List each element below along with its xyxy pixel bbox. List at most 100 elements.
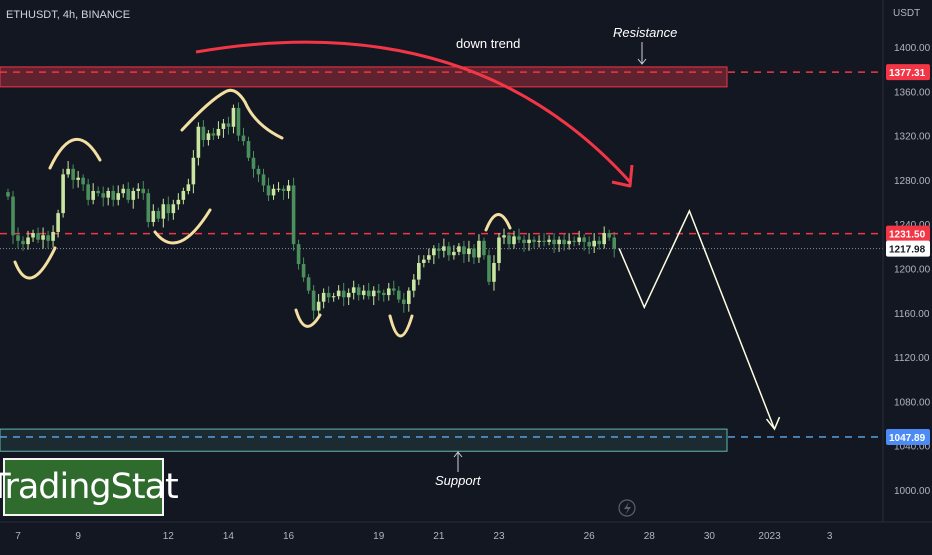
candle-body[interactable]	[166, 204, 171, 214]
candle-body[interactable]	[376, 290, 381, 293]
candle-body[interactable]	[321, 292, 326, 302]
candle-body[interactable]	[437, 248, 441, 251]
candle-body[interactable]	[41, 235, 45, 240]
candle-body[interactable]	[171, 204, 176, 214]
candle-body[interactable]	[326, 292, 331, 298]
lightning-icon[interactable]	[618, 499, 636, 517]
candle-body[interactable]	[547, 239, 551, 242]
candle-body[interactable]	[331, 296, 336, 298]
candle-body[interactable]	[427, 255, 431, 260]
candle-body[interactable]	[306, 277, 311, 291]
candle-body[interactable]	[467, 248, 471, 255]
candle-body[interactable]	[266, 185, 271, 196]
candle-body[interactable]	[256, 168, 261, 175]
candle-body[interactable]	[351, 287, 356, 293]
candle-body[interactable]	[371, 290, 376, 297]
candle-body[interactable]	[91, 190, 95, 200]
downtrend-arrow[interactable]	[195, 40, 632, 184]
candle-body[interactable]	[186, 184, 191, 191]
candle-body[interactable]	[452, 251, 456, 256]
candle-body[interactable]	[311, 290, 316, 311]
candle-body[interactable]	[532, 239, 536, 242]
candle-body[interactable]	[216, 128, 221, 136]
candle-body[interactable]	[442, 246, 446, 251]
candle-body[interactable]	[21, 240, 25, 245]
candle-body[interactable]	[111, 190, 116, 200]
candle-body[interactable]	[126, 188, 131, 200]
candle-body[interactable]	[381, 292, 386, 296]
candle-body[interactable]	[271, 188, 276, 196]
candle-body[interactable]	[346, 292, 351, 298]
projection-path[interactable]	[618, 208, 776, 430]
candle-body[interactable]	[497, 237, 501, 263]
candle-body[interactable]	[567, 240, 571, 245]
candle-body[interactable]	[507, 235, 511, 245]
candle-body[interactable]	[512, 236, 516, 245]
candle-body[interactable]	[391, 288, 396, 291]
candle-body[interactable]	[56, 213, 60, 232]
candle-body[interactable]	[336, 290, 341, 297]
candle-body[interactable]	[176, 199, 181, 205]
candle-body[interactable]	[462, 246, 466, 255]
candle-body[interactable]	[236, 107, 241, 136]
candle-body[interactable]	[562, 239, 566, 245]
candle-body[interactable]	[101, 193, 105, 198]
candle-body[interactable]	[191, 157, 196, 185]
support-price-tag[interactable]: 1047.89	[889, 433, 926, 444]
candle-body[interactable]	[572, 240, 576, 242]
candle-body[interactable]	[71, 168, 75, 180]
resistance-zone[interactable]	[0, 66, 728, 88]
candle-body[interactable]	[201, 126, 206, 141]
candle-body[interactable]	[211, 133, 216, 136]
candle-body[interactable]	[116, 193, 121, 200]
candle-body[interactable]	[81, 177, 85, 185]
candle-body[interactable]	[361, 290, 366, 296]
candle-body[interactable]	[161, 204, 166, 219]
candle-body[interactable]	[86, 184, 90, 200]
candle-body[interactable]	[281, 188, 286, 191]
candle-body[interactable]	[226, 123, 231, 127]
candle-body[interactable]	[16, 235, 20, 241]
resistance-price-tag[interactable]: 1377.31	[889, 68, 926, 79]
candle-body[interactable]	[602, 233, 606, 245]
candle-body[interactable]	[356, 287, 361, 296]
candle-body[interactable]	[51, 231, 55, 241]
candle-body[interactable]	[527, 239, 531, 244]
candle-body[interactable]	[482, 240, 486, 256]
candle-body[interactable]	[366, 290, 371, 297]
candle-body[interactable]	[542, 240, 546, 242]
candle-body[interactable]	[607, 233, 611, 238]
candle-body[interactable]	[291, 185, 296, 245]
candle-body[interactable]	[296, 244, 301, 265]
candle-body[interactable]	[457, 246, 461, 252]
candle-body[interactable]	[401, 299, 406, 304]
candle-body[interactable]	[341, 290, 346, 298]
candle-body[interactable]	[6, 192, 10, 197]
candle-body[interactable]	[11, 196, 15, 236]
candle-body[interactable]	[231, 107, 236, 127]
candle-body[interactable]	[557, 239, 561, 245]
last-price-tag[interactable]: 1217.98	[889, 245, 926, 256]
candle-body[interactable]	[276, 188, 281, 190]
candle-body[interactable]	[537, 240, 541, 242]
candle-body[interactable]	[517, 236, 521, 240]
candle-body[interactable]	[286, 185, 291, 191]
candle-body[interactable]	[181, 190, 186, 200]
candle-body[interactable]	[412, 279, 416, 291]
candle-body[interactable]	[36, 233, 40, 240]
candle-body[interactable]	[472, 248, 476, 258]
candle-body[interactable]	[106, 190, 110, 198]
candle-body[interactable]	[502, 235, 506, 238]
candle-body[interactable]	[522, 239, 526, 244]
candle-body[interactable]	[196, 126, 201, 158]
candle-body[interactable]	[241, 135, 246, 142]
candle-body[interactable]	[582, 237, 586, 242]
candle-body[interactable]	[422, 259, 426, 263]
candle-body[interactable]	[136, 188, 141, 191]
candle-body[interactable]	[432, 248, 436, 256]
candle-body[interactable]	[301, 264, 306, 278]
candle-body[interactable]	[261, 174, 266, 186]
candle-body[interactable]	[447, 246, 451, 256]
candle-body[interactable]	[151, 210, 156, 222]
candle-body[interactable]	[146, 193, 151, 222]
